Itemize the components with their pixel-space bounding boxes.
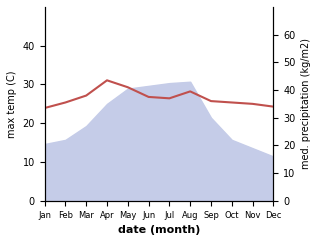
Y-axis label: med. precipitation (kg/m2): med. precipitation (kg/m2) xyxy=(301,38,311,169)
Y-axis label: max temp (C): max temp (C) xyxy=(7,70,17,138)
X-axis label: date (month): date (month) xyxy=(118,225,200,235)
